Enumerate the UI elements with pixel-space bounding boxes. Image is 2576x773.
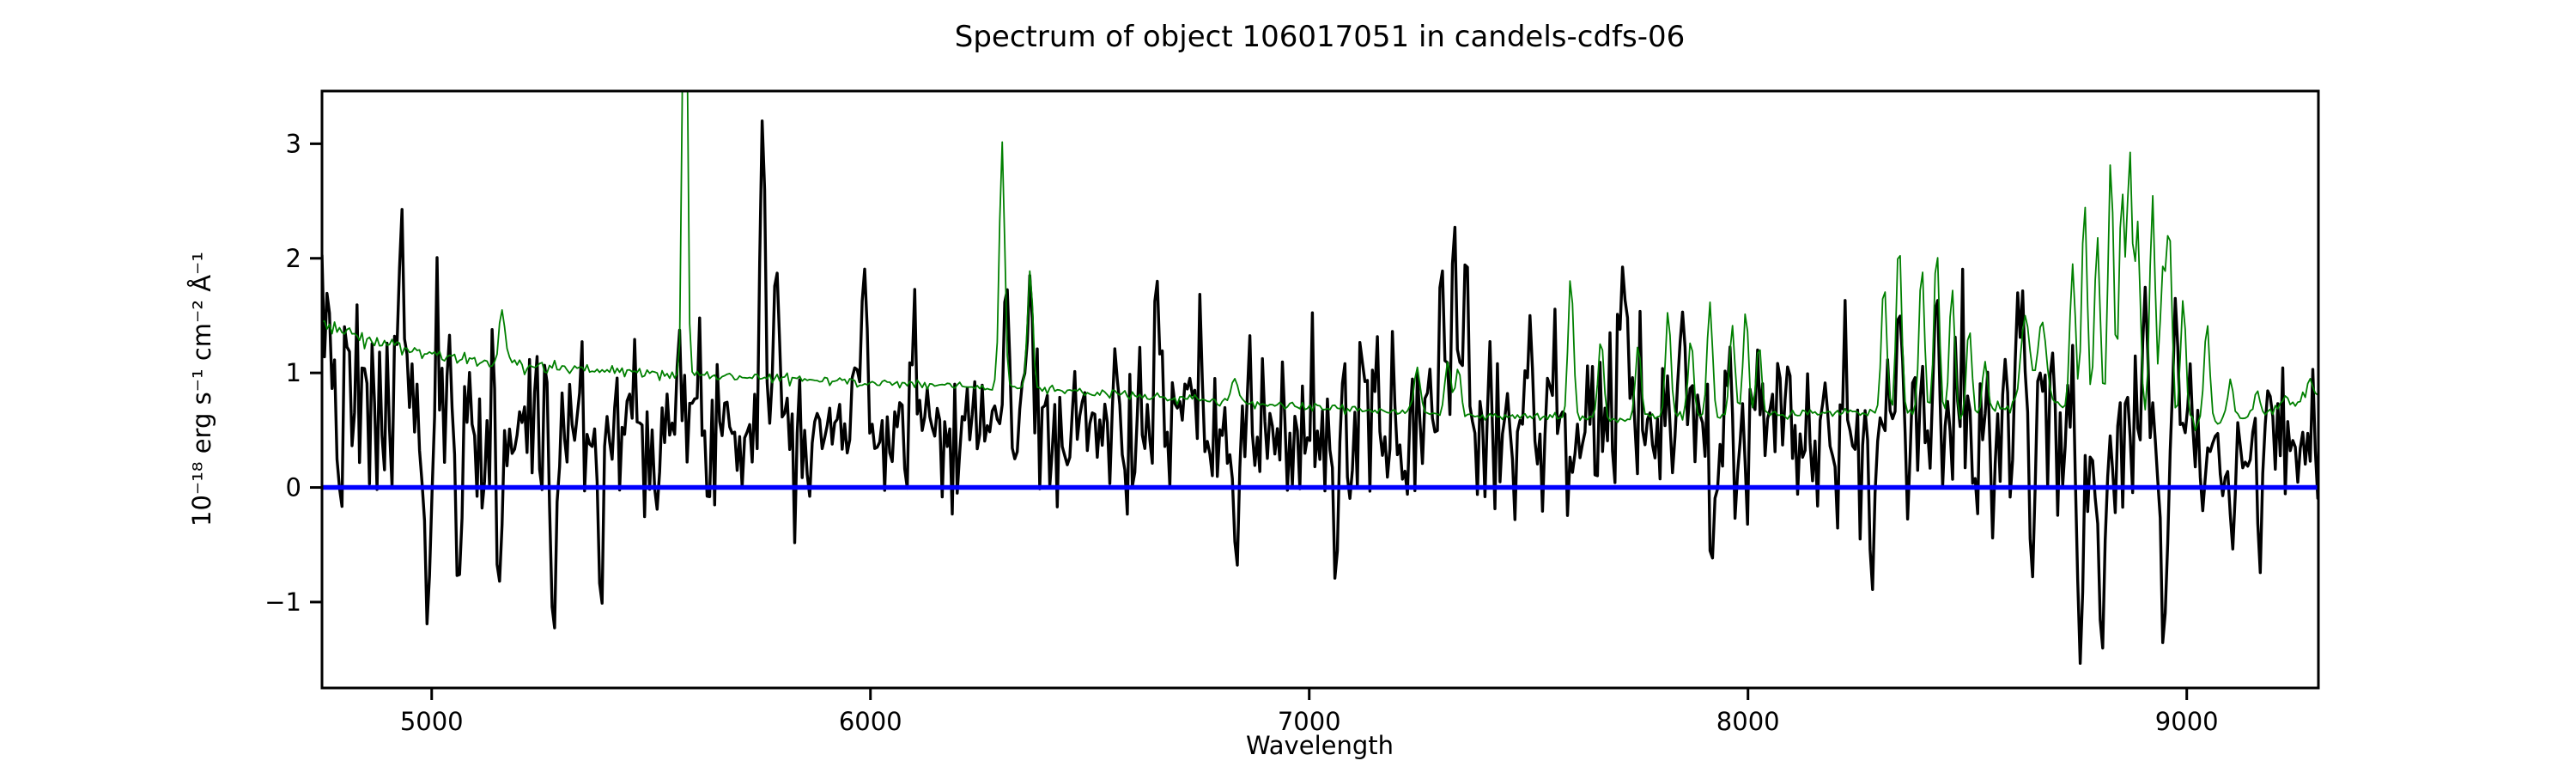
y-tick-label: 0 bbox=[286, 473, 301, 502]
x-tick-label: 5000 bbox=[400, 707, 464, 736]
x-tick-label: 8000 bbox=[1716, 707, 1780, 736]
x-tick-label: 7000 bbox=[1278, 707, 1341, 736]
x-axis-label: Wavelength bbox=[1246, 731, 1394, 760]
axis-ticks: 5000 6000 7000 8000 9000 −1 0 1 2 3 bbox=[264, 129, 2218, 736]
sky-spectrum bbox=[322, 91, 2318, 432]
object-spectrum bbox=[322, 119, 2318, 665]
x-tick-label: 6000 bbox=[839, 707, 902, 736]
y-axis-label: 10⁻¹⁸ erg s⁻¹ cm⁻² Å⁻¹ bbox=[187, 252, 216, 526]
y-tick-label: 3 bbox=[286, 129, 301, 158]
plot-title: Spectrum of object 106017051 in candels-… bbox=[955, 20, 1686, 54]
y-tick-label: 1 bbox=[286, 358, 301, 387]
series-layer bbox=[322, 91, 2318, 665]
x-tick-label: 9000 bbox=[2155, 707, 2219, 736]
y-tick-label: 2 bbox=[286, 244, 301, 273]
y-tick-label: −1 bbox=[264, 587, 301, 617]
plot-frame bbox=[320, 89, 2320, 690]
